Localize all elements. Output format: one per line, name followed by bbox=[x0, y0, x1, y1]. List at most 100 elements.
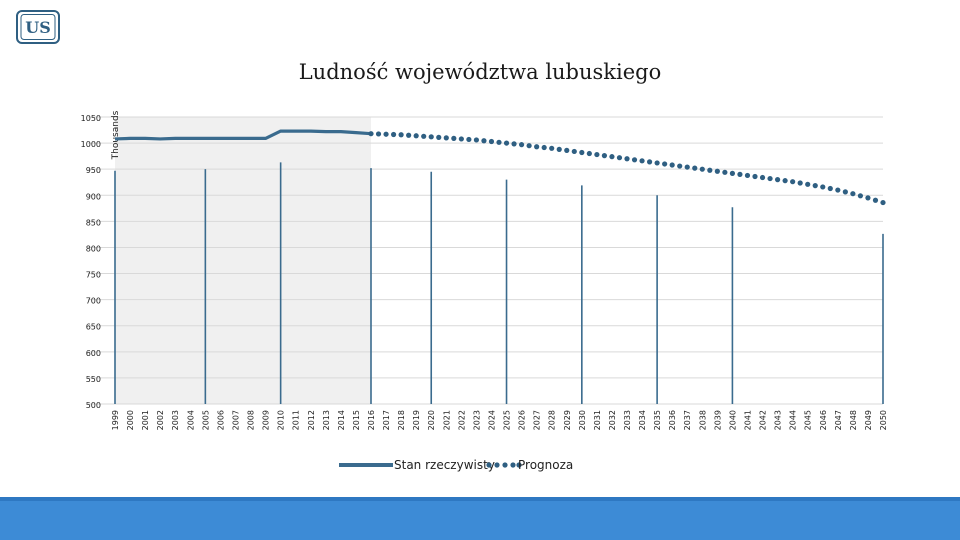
legend-dotted-line-icon bbox=[486, 462, 522, 468]
x-tick-label: 2008 bbox=[247, 410, 256, 430]
x-tick-label: 2028 bbox=[548, 410, 557, 430]
forecast-point bbox=[759, 174, 766, 181]
x-tick-label: 2040 bbox=[728, 410, 737, 430]
forecast-point bbox=[503, 140, 510, 146]
forecast-point bbox=[850, 191, 856, 197]
us-logo-icon: US bbox=[16, 10, 60, 44]
x-tick-label: 2017 bbox=[382, 410, 391, 430]
x-tick-label: 2023 bbox=[472, 410, 481, 430]
y-tick-label: 1000 bbox=[81, 140, 101, 149]
x-tick-label: 2042 bbox=[759, 410, 768, 430]
x-tick-label: 2019 bbox=[412, 410, 421, 430]
forecast-point bbox=[654, 160, 660, 166]
forecast-dot bbox=[692, 165, 698, 171]
y-tick-label: 750 bbox=[86, 271, 101, 280]
x-tick-label: 2049 bbox=[864, 410, 873, 430]
x-tick-label: 2018 bbox=[397, 410, 406, 430]
x-tick-label: 2004 bbox=[186, 410, 195, 430]
forecast-point bbox=[699, 166, 705, 172]
y-tick-label: 650 bbox=[86, 323, 101, 332]
forecast-dot bbox=[752, 173, 758, 180]
shaded-history-region bbox=[115, 117, 371, 404]
x-tick-label: 2035 bbox=[653, 410, 662, 430]
forecast-point bbox=[639, 158, 645, 164]
x-tick-label: 2025 bbox=[503, 410, 512, 430]
x-tick-label: 2046 bbox=[819, 410, 828, 430]
forecast-point bbox=[579, 149, 585, 156]
forecast-point bbox=[880, 199, 886, 206]
y-axis-label: Thousands bbox=[111, 110, 121, 160]
chart-title: Ludność województwa lubuskiego bbox=[298, 60, 662, 84]
y-tick-label: 550 bbox=[86, 375, 101, 384]
y-tick-label: 600 bbox=[86, 349, 101, 358]
x-tick-label: 2041 bbox=[743, 410, 752, 430]
x-tick-label: 2044 bbox=[789, 410, 798, 430]
x-tick-label: 2010 bbox=[277, 410, 286, 430]
x-tick-label: 2026 bbox=[518, 410, 527, 430]
x-tick-label: 2002 bbox=[156, 410, 165, 430]
x-tick-label: 2007 bbox=[231, 410, 240, 430]
y-tick-label: 800 bbox=[86, 244, 101, 253]
x-tick-label: 2029 bbox=[563, 410, 572, 430]
x-tick-label: 2031 bbox=[593, 410, 602, 430]
x-tick-label: 2033 bbox=[623, 410, 632, 430]
forecast-dot bbox=[436, 134, 442, 140]
forecast-point bbox=[714, 168, 720, 174]
forecast-dot bbox=[827, 185, 833, 192]
legend-item-actual: Stan rzeczywisty bbox=[330, 456, 495, 476]
x-tick-label: 2045 bbox=[804, 410, 813, 430]
forecast-point bbox=[624, 156, 630, 162]
x-tick-label: 2050 bbox=[879, 410, 888, 430]
x-tick-label: 2013 bbox=[322, 410, 331, 430]
forecast-point bbox=[744, 172, 751, 179]
x-tick-label: 2015 bbox=[352, 410, 361, 430]
x-tick-label: 2000 bbox=[126, 410, 135, 430]
forecast-dot bbox=[646, 159, 653, 165]
forecast-point bbox=[458, 136, 464, 142]
forecast-dot bbox=[616, 155, 623, 161]
x-tick-label: 2032 bbox=[608, 410, 617, 430]
forecast-dot bbox=[677, 163, 683, 169]
forecast-point bbox=[413, 133, 419, 139]
forecast-point bbox=[835, 187, 841, 193]
forecast-dot bbox=[466, 136, 472, 143]
x-tick-label: 2048 bbox=[849, 410, 858, 430]
x-tick-label: 1999 bbox=[111, 410, 120, 430]
chart-legend: Stan rzeczywisty Prognoza bbox=[330, 456, 630, 476]
footer-line bbox=[0, 497, 960, 501]
forecast-point bbox=[398, 132, 404, 138]
forecast-point bbox=[865, 195, 871, 201]
forecast-dot bbox=[451, 135, 457, 141]
x-tick-label: 2036 bbox=[668, 410, 677, 430]
forecast-point bbox=[488, 138, 495, 145]
forecast-dot bbox=[390, 131, 397, 138]
x-tick-label: 2022 bbox=[457, 410, 466, 430]
y-tick-label: 1050 bbox=[81, 114, 101, 123]
forecast-dot bbox=[571, 148, 577, 155]
forecast-dot bbox=[782, 178, 788, 184]
x-tick-label: 2037 bbox=[683, 410, 692, 430]
x-tick-label: 2047 bbox=[834, 410, 843, 430]
x-tick-label: 2001 bbox=[141, 410, 150, 430]
legend-label-forecast: Prognoza bbox=[518, 458, 574, 472]
x-tick-label: 2006 bbox=[216, 410, 225, 430]
x-tick-label: 2011 bbox=[292, 410, 301, 430]
x-tick-label: 2014 bbox=[337, 410, 346, 430]
forecast-point bbox=[518, 142, 525, 148]
y-tick-label: 950 bbox=[86, 166, 101, 175]
y-tick-label: 850 bbox=[86, 218, 101, 227]
forecast-dot bbox=[662, 161, 668, 167]
x-tick-label: 2038 bbox=[698, 410, 707, 430]
forecast-dot bbox=[406, 132, 412, 138]
forecast-dot bbox=[421, 133, 427, 139]
forecast-point bbox=[443, 135, 449, 141]
forecast-dot bbox=[631, 157, 638, 163]
forecast-point bbox=[594, 151, 600, 158]
forecast-dot bbox=[586, 150, 592, 157]
forecast-dot bbox=[872, 197, 879, 203]
forecast-point bbox=[790, 179, 796, 185]
forecast-dot bbox=[481, 138, 487, 144]
x-tick-label: 2009 bbox=[262, 410, 271, 430]
y-tick-label: 700 bbox=[86, 297, 101, 306]
forecast-point bbox=[564, 147, 570, 153]
